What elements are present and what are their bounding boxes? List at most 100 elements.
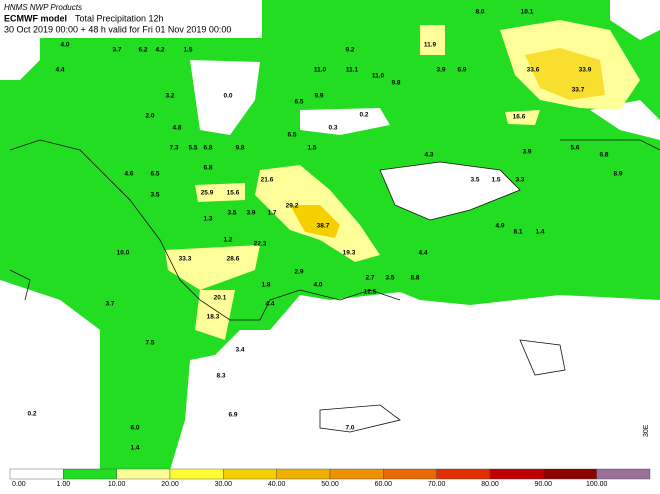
- coastlines: [9, 139, 660, 433]
- legend-swatch: [329, 468, 384, 480]
- value-label: 20.1: [214, 295, 227, 302]
- value-label: 3.9: [436, 67, 445, 74]
- value-label: 7.5: [145, 340, 154, 347]
- value-label: 33.6: [527, 67, 540, 74]
- value-label: 4.4: [418, 250, 427, 257]
- legend-label: 50.00: [321, 481, 339, 488]
- value-label: 11.0: [314, 67, 327, 74]
- legend-swatch: [223, 468, 277, 480]
- value-label: 6.2: [138, 47, 147, 54]
- model-name: ECMWF model: [4, 13, 67, 23]
- value-label: 6.5: [287, 132, 296, 139]
- value-label: 0.3: [328, 125, 337, 132]
- value-label: 19.3: [343, 250, 356, 257]
- value-label: 3.7: [105, 301, 114, 308]
- legend-label: 0.00: [12, 481, 26, 488]
- value-label: 4.0: [60, 42, 69, 49]
- value-label: 12.5: [364, 289, 377, 296]
- value-label: 6.0: [130, 425, 139, 432]
- legend-swatch: [436, 468, 491, 480]
- value-label: 16.6: [513, 114, 526, 121]
- value-label: 3.2: [165, 93, 174, 100]
- value-label: 33.7: [572, 87, 585, 94]
- value-label: 6.5: [294, 99, 303, 106]
- value-label: 9.2: [345, 47, 354, 54]
- value-label: 1.8: [261, 282, 270, 289]
- legend-swatch: [9, 468, 64, 480]
- legend-label: 70.00: [428, 481, 446, 488]
- value-label: 4.0: [313, 282, 322, 289]
- value-label: 10.1: [521, 9, 534, 16]
- legend-swatch: [596, 468, 651, 480]
- legend-label: 40.00: [268, 481, 286, 488]
- legend-swatch: [276, 468, 331, 480]
- legend-swatch: [489, 468, 544, 480]
- legend-label: 80.00: [481, 481, 499, 488]
- value-label: 8.3: [216, 373, 225, 380]
- value-label: 4.3: [424, 152, 433, 159]
- value-label: 9.8: [391, 80, 400, 87]
- value-label: 3.5: [227, 210, 236, 217]
- legend-label: 20.00: [161, 481, 179, 488]
- value-label: 5.5: [188, 145, 197, 152]
- value-label: 33.9: [579, 67, 592, 74]
- value-label: 3.7: [112, 47, 121, 54]
- header-box: [0, 0, 262, 38]
- legend-swatch: [383, 468, 437, 480]
- value-label: 11.0: [372, 73, 385, 80]
- value-label: 10.0: [117, 250, 130, 257]
- header-line: HNMS NWP Products: [4, 3, 82, 12]
- value-label: 3.3: [515, 177, 524, 184]
- value-label: 6.9: [457, 67, 466, 74]
- value-label: 2.7: [365, 275, 374, 282]
- value-label: 33.3: [179, 256, 192, 263]
- value-label: 3.9: [246, 210, 255, 217]
- value-label: 7.0: [345, 425, 354, 432]
- legend-label: 10.00: [108, 481, 126, 488]
- value-label: 9.9: [314, 93, 323, 100]
- value-label: 3.5: [470, 177, 479, 184]
- value-label: 6.8: [203, 165, 212, 172]
- value-label: 5.6: [570, 145, 579, 152]
- value-label: 8.1: [513, 229, 522, 236]
- legend-label: 1.00: [57, 481, 71, 488]
- value-label: 6.8: [203, 145, 212, 152]
- value-label: 1.5: [491, 177, 500, 184]
- legend-label: 30.00: [215, 481, 233, 488]
- value-label: 6.9: [228, 412, 237, 419]
- legend-swatch: [116, 468, 171, 480]
- value-label: 4.4: [55, 67, 64, 74]
- value-label: 0.2: [359, 112, 368, 119]
- value-label: 22.3: [254, 241, 267, 248]
- value-label: 4.8: [172, 125, 181, 132]
- value-label: 11.1: [346, 67, 359, 74]
- value-label: 1.2: [223, 237, 232, 244]
- value-label: 8.9: [613, 171, 622, 178]
- value-label: 6.5: [150, 171, 159, 178]
- meridian-label: 30E: [643, 424, 650, 437]
- legend-label: 90.00: [535, 481, 553, 488]
- value-label: 38.7: [317, 223, 330, 230]
- legend-swatch: [169, 468, 224, 480]
- value-label: 3.5: [150, 192, 159, 199]
- value-label: 8.0: [475, 9, 484, 16]
- value-label: 6.8: [599, 152, 608, 159]
- value-label: 29.2: [286, 203, 299, 210]
- precip-fields: [0, 0, 660, 470]
- value-label: 1.5: [183, 47, 192, 54]
- value-label: 3.5: [385, 275, 394, 282]
- legend-label: 60.00: [375, 481, 393, 488]
- value-label: 0.2: [27, 411, 36, 418]
- value-label: 28.6: [227, 256, 240, 263]
- value-label: 1.4: [130, 445, 139, 452]
- value-label: 1.4: [535, 229, 544, 236]
- value-label: 4.9: [495, 223, 504, 230]
- value-label: 11.9: [424, 42, 437, 49]
- value-label: 2.9: [294, 269, 303, 276]
- value-label: 1.3: [203, 216, 212, 223]
- value-label: 3.9: [522, 149, 531, 156]
- value-label: 0.0: [223, 93, 232, 100]
- value-label: 1.5: [307, 145, 316, 152]
- value-label: 8.8: [410, 275, 419, 282]
